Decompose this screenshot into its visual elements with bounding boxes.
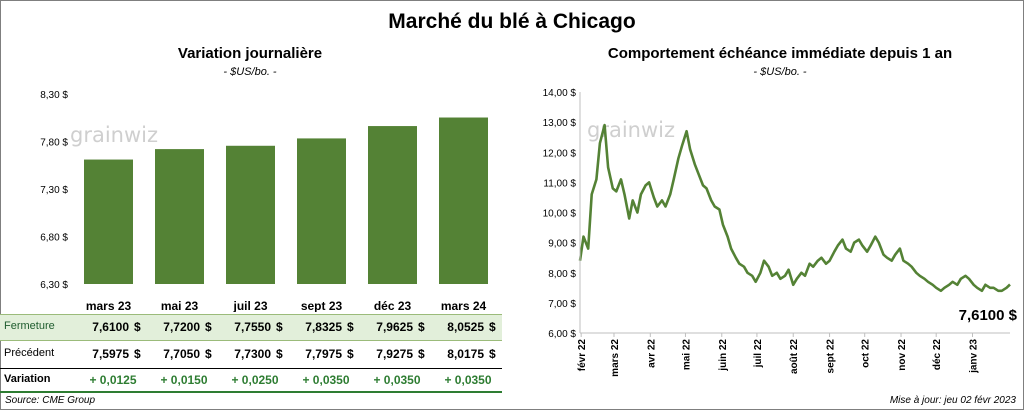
table-cell-variation: + 0,0350 [302, 373, 350, 387]
table-cell-previous: 7,5975 [92, 347, 129, 361]
currency-symbol: $ [418, 320, 425, 334]
table-cell-variation: + 0,0125 [89, 373, 137, 387]
currency-symbol: $ [134, 347, 141, 361]
bar-category-label: mars 24 [441, 299, 487, 312]
bar-chart: grainwiz 6,30 $6,80 $7,30 $7,80 $8,30 $ … [40, 90, 488, 312]
watermark-grainwiz-left: grainwiz [70, 123, 158, 147]
table-cell-previous: 7,9275 [376, 347, 413, 361]
table-cell-close: 7,6100 [92, 320, 129, 334]
table-cell-previous: 8,0175 [447, 347, 484, 361]
last-value-label: 7,6100 $ [959, 307, 1018, 324]
currency-symbol: $ [347, 320, 354, 334]
bar-category-label: déc 23 [374, 299, 412, 312]
line-y-tick-label: 9,00 $ [548, 239, 576, 250]
bar-category-label: mai 23 [161, 299, 199, 312]
bar [226, 145, 275, 284]
previous-row-divider [0, 368, 502, 369]
table-cell-close: 7,7550 [234, 320, 271, 334]
currency-symbol: $ [347, 347, 354, 361]
bar-y-tick-label: 6,30 $ [40, 280, 68, 291]
bar-y-tick-label: 6,80 $ [40, 233, 68, 244]
line-x-tick-label: août 22 [789, 339, 800, 374]
bar-y-tick-label: 8,30 $ [40, 90, 68, 101]
line-x-tick-label: janv 23 [969, 339, 980, 374]
row-label-variation: Variation [4, 373, 51, 385]
line-y-tick-label: 8,00 $ [548, 269, 576, 280]
table-cell-close: 7,9625 [376, 320, 413, 334]
row-label-close: Fermeture [4, 320, 55, 332]
currency-symbol: $ [418, 347, 425, 361]
main-title: Marché du blé à Chicago [388, 10, 636, 33]
bar-x-axis: mars 23 mai 23 juil 23 sept 23 déc 23 mars 24 [86, 299, 487, 312]
line-x-tick-label: mai 22 [681, 339, 692, 371]
update-note: Mise à jour: jeu 02 févr 2023 [889, 395, 1016, 406]
line-x-tick-label: juil 22 [753, 339, 764, 369]
table-cell-variation: + 0,0350 [373, 373, 421, 387]
table-cell-close: 7,7200 [163, 320, 200, 334]
bar-y-tick-label: 7,30 $ [40, 185, 68, 196]
line-x-tick-label: déc 22 [932, 339, 943, 371]
line-y-tick-label: 10,00 $ [543, 209, 577, 220]
table-cell-variation: + 0,0250 [231, 373, 279, 387]
left-chart-title: Variation journalière [177, 45, 323, 62]
table-cell-variation: + 0,0150 [160, 373, 208, 387]
price-line [578, 123, 1011, 293]
line-x-tick-label: févr 22 [577, 339, 588, 372]
line-y-tick-label: 7,00 $ [548, 299, 576, 310]
line-x-axis: févr 22 mars 22 avr 22 mai 22 juin 22 juil 22… [577, 333, 980, 377]
currency-symbol: $ [134, 320, 141, 334]
bar-category-label: mars 23 [86, 299, 132, 312]
currency-symbol: $ [489, 320, 496, 334]
bar-series [84, 117, 488, 284]
currency-symbol: $ [276, 347, 283, 361]
row-label-previous: Précédent [4, 347, 55, 359]
bar-category-label: juil 23 [232, 299, 267, 312]
line-y-tick-label: 14,00 $ [543, 88, 577, 99]
bar [297, 138, 346, 284]
table-cell-close: 7,8325 [305, 320, 342, 334]
bar [368, 126, 417, 284]
table-cell-variation: + 0,0350 [444, 373, 492, 387]
line-y-tick-label: 6,00 $ [548, 329, 576, 340]
line-y-tick-label: 11,00 $ [543, 178, 576, 189]
line-x-tick-label: juin 22 [718, 339, 729, 372]
table-cell-previous: 7,7050 [163, 347, 200, 361]
left-chart-unit: - $US/bo. - [223, 66, 277, 78]
line-y-tick-label: 13,00 $ [543, 118, 577, 129]
currency-symbol: $ [276, 320, 283, 334]
bar [84, 159, 133, 284]
variation-row-divider [0, 391, 502, 393]
bar-y-axis: 6,30 $ 6,80 $ 7,30 $ 7,80 $ 8,30 $ [40, 90, 68, 291]
line-x-tick-label: oct 22 [861, 339, 872, 368]
line-y-tick-label: 12,00 $ [543, 148, 577, 159]
line-x-tick-label: sept 22 [826, 339, 837, 374]
bar-y-tick-label: 7,80 $ [40, 138, 68, 149]
right-chart-unit: - $US/bo. - [753, 66, 807, 78]
line-x-tick-label: nov 22 [897, 339, 908, 371]
line-x-tick-label: mars 22 [610, 339, 621, 377]
source-note: Source: CME Group [5, 395, 96, 406]
line-x-tick-label: avr 22 [646, 339, 657, 368]
table-cell-previous: 7,7300 [234, 347, 271, 361]
line-chart: grainwiz 6,00 $7,00 $8,00 $9,00 $10,00 $… [543, 88, 1018, 377]
close-row-band [0, 314, 502, 341]
line-y-axis: 6,00 $ 7,00 $ 8,00 $ 9,00 $ 10,00 $ 11,00 $ 12… [543, 88, 577, 340]
bar-category-label: sept 23 [301, 299, 343, 312]
table-cell-close: 8,0525 [447, 320, 484, 334]
currency-symbol: $ [205, 347, 212, 361]
currency-symbol: $ [205, 320, 212, 334]
right-chart-title: Comportement échéance immédiate depuis 1… [607, 45, 953, 62]
currency-symbol: $ [489, 347, 496, 361]
bar [155, 149, 204, 284]
table-cell-previous: 7,7975 [305, 347, 342, 361]
bar [439, 117, 488, 284]
